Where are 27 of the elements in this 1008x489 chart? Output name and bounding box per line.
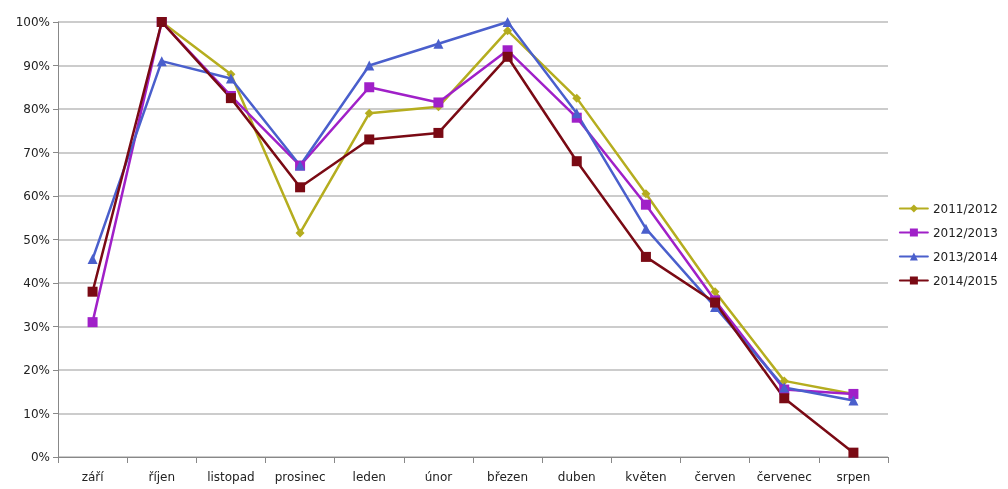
legend-label: 2014/2015: [932, 273, 998, 288]
x-tick-label: květen: [625, 470, 667, 484]
legend-label: 2011/2012: [932, 201, 998, 216]
y-tick-label: 30%: [23, 319, 50, 334]
x-tick-label: březen: [487, 470, 529, 484]
y-tick-label: 40%: [23, 276, 50, 290]
y-tick-label: 50%: [23, 232, 50, 247]
x-tick-label: únor: [424, 470, 453, 484]
x-tick-label: leden: [352, 470, 386, 484]
y-tick-label: 70%: [23, 145, 50, 160]
y-tick-label: 80%: [23, 102, 50, 116]
y-tick-label: 10%: [23, 406, 50, 421]
x-tick-label: říjen: [148, 470, 176, 484]
y-tick-label: 0%: [30, 450, 50, 464]
y-tick-label: 90%: [23, 58, 50, 73]
legend-label: 2012/2013: [932, 225, 998, 240]
x-tick-label: duben: [557, 470, 596, 484]
x-tick-label: listopad: [207, 470, 255, 484]
y-tick-label: 100%: [15, 15, 50, 29]
y-tick-label: 60%: [23, 189, 50, 203]
x-tick-label: prosinec: [274, 470, 326, 484]
y-tick-label: 20%: [23, 363, 50, 377]
x-tick-label: červenec: [756, 470, 812, 484]
x-tick-label: srpen: [836, 470, 871, 484]
x-tick-label: září: [81, 470, 105, 484]
legend-label: 2013/2014: [932, 249, 998, 264]
x-tick-label: červen: [694, 470, 736, 484]
